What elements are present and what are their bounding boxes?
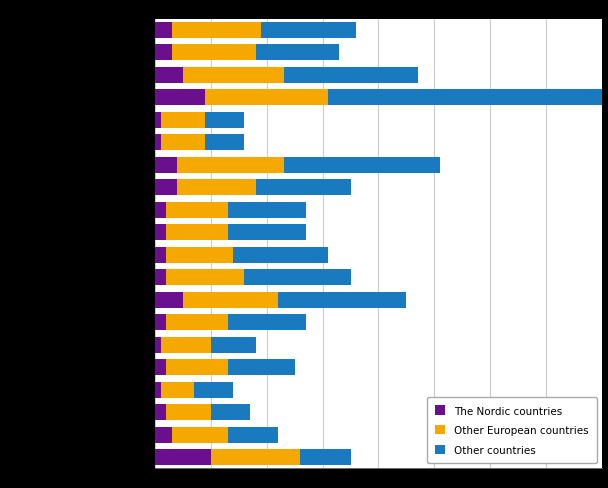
Bar [172, 427, 227, 443]
Bar [255, 180, 351, 196]
Bar [300, 449, 351, 466]
Bar [155, 180, 178, 196]
Bar [172, 22, 261, 39]
Bar [155, 337, 161, 353]
Bar [155, 45, 172, 61]
Bar [166, 404, 211, 421]
Bar [172, 45, 255, 61]
Bar [278, 292, 406, 308]
Bar [161, 382, 194, 398]
Bar [155, 224, 166, 241]
Bar [166, 224, 227, 241]
Bar [155, 359, 166, 376]
Bar [206, 90, 328, 106]
Bar [155, 427, 172, 443]
Bar [244, 269, 351, 286]
Bar [155, 269, 166, 286]
Bar [227, 359, 295, 376]
Bar [255, 45, 339, 61]
Bar [166, 359, 227, 376]
Bar [211, 404, 250, 421]
Bar [166, 202, 227, 219]
Bar [183, 67, 283, 84]
Bar [155, 292, 183, 308]
Bar [155, 90, 206, 106]
Bar [178, 180, 255, 196]
Bar [183, 292, 278, 308]
Bar [166, 269, 244, 286]
Bar [166, 247, 233, 264]
Bar [161, 112, 206, 129]
Bar [206, 135, 244, 151]
Bar [161, 337, 211, 353]
Bar [161, 135, 206, 151]
Bar [283, 157, 440, 174]
Bar [155, 404, 166, 421]
Bar [328, 90, 607, 106]
Bar [155, 382, 161, 398]
Bar [227, 314, 306, 331]
Bar [155, 314, 166, 331]
Bar [211, 449, 300, 466]
Bar [155, 247, 166, 264]
Bar [261, 22, 356, 39]
Bar [194, 382, 233, 398]
Bar [211, 337, 255, 353]
Bar [206, 112, 244, 129]
Bar [283, 67, 418, 84]
Bar [155, 135, 161, 151]
Bar [178, 157, 283, 174]
Bar [155, 157, 178, 174]
Bar [227, 224, 306, 241]
Legend: The Nordic countries, Other European countries, Other countries: The Nordic countries, Other European cou… [427, 397, 596, 463]
Bar [233, 247, 328, 264]
Bar [155, 112, 161, 129]
Bar [155, 22, 172, 39]
Bar [227, 202, 306, 219]
Bar [155, 202, 166, 219]
Bar [155, 449, 211, 466]
Bar [166, 314, 227, 331]
Bar [227, 427, 278, 443]
Bar [155, 67, 183, 84]
